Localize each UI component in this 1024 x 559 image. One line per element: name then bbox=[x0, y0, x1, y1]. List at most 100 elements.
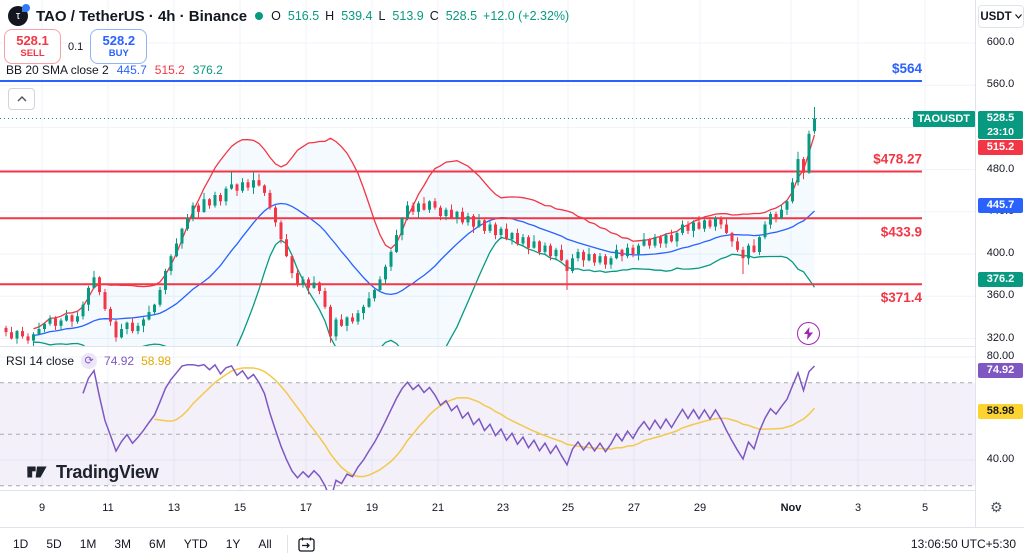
candle bbox=[10, 332, 13, 339]
candle bbox=[708, 220, 712, 227]
refresh-icon[interactable]: ⟳ bbox=[81, 353, 98, 369]
candle bbox=[54, 318, 57, 326]
candle bbox=[802, 159, 805, 173]
candle bbox=[527, 237, 530, 248]
price-level-label: $433.9 bbox=[881, 224, 922, 239]
range-button-all[interactable]: All bbox=[258, 537, 272, 551]
candle bbox=[43, 323, 46, 329]
range-button-1m[interactable]: 1M bbox=[79, 537, 97, 551]
rsi-pane[interactable] bbox=[0, 346, 975, 490]
candle bbox=[395, 235, 398, 252]
sell-price: 528.1 bbox=[16, 32, 49, 48]
candle bbox=[791, 182, 794, 202]
candle bbox=[169, 256, 173, 271]
range-button-3m[interactable]: 3M bbox=[114, 537, 132, 551]
candle bbox=[659, 237, 662, 244]
gear-icon[interactable]: ⚙ bbox=[990, 499, 1003, 515]
candle bbox=[505, 228, 508, 240]
rsi-indicator-legend[interactable]: RSI 14 close ⟳ 74.92 58.98 bbox=[6, 353, 171, 369]
candle bbox=[692, 222, 695, 231]
candle bbox=[675, 233, 679, 242]
price-tick-label: 360.0 bbox=[986, 289, 1015, 302]
watermark-text: TradingView bbox=[56, 461, 159, 482]
pane-divider[interactable] bbox=[0, 346, 975, 347]
time-tick-label: 13 bbox=[167, 502, 181, 514]
ohlc-value: 516.5 bbox=[287, 9, 320, 23]
candle bbox=[411, 205, 415, 212]
price-level-label: $564 bbox=[892, 61, 923, 76]
price-tick-label: 560.0 bbox=[986, 78, 1015, 91]
candle bbox=[351, 317, 354, 322]
range-button-5d[interactable]: 5D bbox=[46, 537, 62, 551]
time-tick-label: 21 bbox=[431, 502, 445, 514]
price-tick-label: 480.0 bbox=[986, 162, 1015, 175]
bb-indicator-legend[interactable]: BB 20 SMA close 2 445.7 515.2 376.2 bbox=[6, 63, 223, 77]
candle bbox=[142, 319, 145, 326]
candle bbox=[252, 180, 255, 188]
bottom-toolbar: 1D 5D 1M 3M 6M YTD 1Y All 13:06:50 UTC+5:30 bbox=[0, 527, 1024, 559]
candle bbox=[637, 245, 640, 254]
candle bbox=[296, 273, 299, 285]
candle bbox=[620, 249, 624, 257]
ohlc-key: C bbox=[429, 9, 439, 23]
tradingview-watermark[interactable]: TradingView bbox=[26, 461, 159, 483]
candle bbox=[125, 322, 129, 329]
price-tag: 515.2 bbox=[978, 139, 1023, 155]
buy-price: 528.2 bbox=[102, 32, 136, 48]
candle bbox=[131, 322, 134, 332]
time-tick-label: 5 bbox=[921, 502, 929, 514]
time-tick-label: 17 bbox=[299, 502, 313, 514]
candle bbox=[98, 277, 101, 293]
candle bbox=[164, 270, 167, 290]
ohlc-key: O bbox=[271, 9, 281, 23]
candle bbox=[796, 159, 800, 183]
range-button-ytd[interactable]: YTD bbox=[183, 537, 208, 551]
rsi-tick-label: 40.00 bbox=[986, 453, 1015, 465]
candle bbox=[21, 331, 24, 337]
bb-upper-value: 515.2 bbox=[154, 63, 185, 77]
time-axis[interactable]: 9 11 13 15 17 19 21 23 25 27 29 Nov 3 5 bbox=[0, 490, 975, 528]
date-range-buttons: 1D 5D 1M 3M 6M YTD 1Y All bbox=[0, 533, 281, 555]
candle bbox=[323, 291, 327, 307]
buy-button[interactable]: 528.2 BUY bbox=[90, 29, 148, 64]
candle bbox=[813, 118, 816, 132]
sell-button[interactable]: 528.1 SELL bbox=[4, 29, 61, 64]
bb-basis-value: 445.7 bbox=[116, 63, 147, 77]
price-pane[interactable]: $564 $478.27 $433.9 $371.4 bbox=[0, 0, 975, 346]
price-tag: 74.92 bbox=[978, 362, 1023, 378]
candle bbox=[516, 233, 519, 244]
clock-timezone[interactable]: 13:06:50 UTC+5:30 bbox=[910, 537, 1016, 551]
candle bbox=[76, 316, 79, 322]
candle bbox=[697, 222, 701, 229]
market-status-icon bbox=[255, 12, 264, 20]
candle bbox=[26, 336, 30, 341]
candle bbox=[714, 218, 717, 227]
candle bbox=[263, 185, 266, 193]
candle bbox=[208, 199, 211, 206]
collapse-pane-button[interactable] bbox=[8, 88, 35, 110]
price-tag: 528.5 23:10 bbox=[978, 111, 1023, 139]
candle bbox=[362, 306, 365, 314]
go-to-date-button[interactable] bbox=[298, 537, 315, 552]
candle bbox=[65, 315, 68, 321]
candle bbox=[356, 313, 360, 322]
candle bbox=[681, 224, 684, 233]
toolbar-divider bbox=[286, 535, 288, 553]
candle bbox=[466, 216, 470, 223]
price-axis[interactable]: USDT 600.0560.0520.0480.0440.0400.0360.0… bbox=[975, 0, 1024, 527]
range-button-1d[interactable]: 1D bbox=[13, 537, 29, 551]
price-level-label: $371.4 bbox=[881, 290, 923, 305]
candle bbox=[417, 203, 420, 212]
candle bbox=[312, 282, 316, 288]
candle bbox=[730, 233, 734, 242]
instant-trading-button[interactable] bbox=[797, 322, 820, 345]
range-button-6m[interactable]: 6M bbox=[149, 537, 166, 551]
currency-toggle-button[interactable]: USDT bbox=[978, 5, 1024, 28]
candle bbox=[48, 318, 52, 324]
price-tick-label: 600.0 bbox=[986, 36, 1015, 48]
candle bbox=[406, 205, 409, 219]
range-button-1y[interactable]: 1Y bbox=[225, 537, 241, 551]
candle bbox=[631, 247, 635, 254]
candle bbox=[422, 203, 426, 210]
symbol-title[interactable]: TAO / TetherUS · 4h · Binance bbox=[36, 7, 248, 25]
